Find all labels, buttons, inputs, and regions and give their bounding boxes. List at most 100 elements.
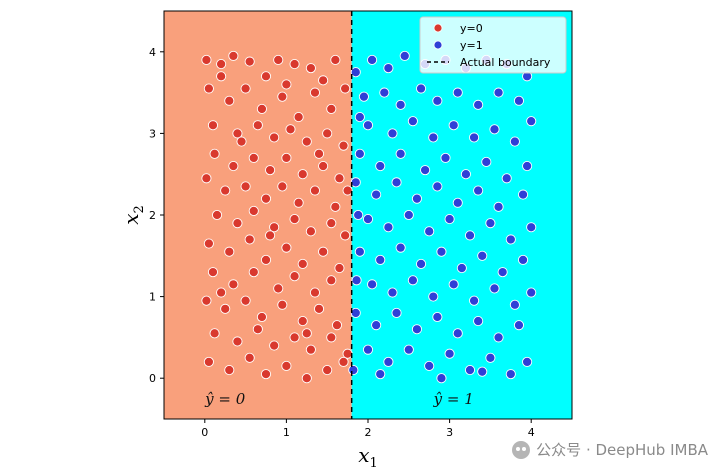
point-s1-0 [350, 67, 361, 78]
point-s0-77 [252, 324, 263, 335]
point-s0-43 [342, 185, 353, 196]
point-s0-41 [309, 185, 321, 196]
point-s0-35 [201, 173, 212, 184]
wechat-icon [512, 440, 531, 459]
point-s1-79 [473, 316, 484, 327]
point-s1-69 [469, 295, 480, 306]
point-s1-47 [383, 222, 394, 233]
point-s1-13 [415, 83, 427, 94]
point-s0-50 [326, 218, 337, 229]
point-s0-12 [240, 83, 251, 94]
point-s1-81 [513, 320, 525, 331]
y-tick-label-2: 2 [149, 209, 156, 222]
point-s1-22 [428, 132, 439, 143]
point-s0-2 [228, 50, 239, 61]
legend-marker-0 [433, 23, 443, 33]
point-s0-44 [211, 209, 223, 221]
point-s0-69 [240, 295, 251, 306]
point-s1-36 [522, 160, 533, 172]
point-s0-94 [313, 148, 325, 159]
point-s0-61 [228, 279, 239, 290]
point-s0-6 [289, 58, 300, 70]
point-s1-52 [485, 218, 496, 229]
x-tick-label-0: 0 [201, 426, 208, 439]
point-s0-52 [203, 238, 214, 249]
point-s1-51 [464, 230, 476, 241]
point-s0-4 [260, 71, 272, 82]
point-s0-58 [318, 246, 329, 257]
point-s1-84 [403, 344, 414, 355]
point-s1-93 [436, 373, 447, 384]
point-s0-71 [277, 299, 288, 310]
legend-label-1: y=1 [460, 39, 483, 52]
point-s1-25 [489, 124, 500, 135]
point-s0-46 [248, 205, 259, 216]
point-s1-10 [358, 91, 369, 102]
x-tick-label-3: 3 [446, 426, 453, 439]
point-s0-11 [224, 95, 235, 106]
y-tick-label-0: 0 [149, 372, 156, 385]
point-s1-37 [350, 177, 361, 188]
point-s1-73 [350, 307, 361, 318]
point-s0-5 [273, 54, 284, 66]
point-s0-45 [232, 218, 243, 229]
y-tick-label-3: 3 [149, 127, 156, 140]
y-tick-label-4: 4 [149, 46, 156, 59]
point-s0-64 [289, 271, 300, 282]
point-s0-49 [305, 226, 316, 237]
point-s1-94 [477, 366, 488, 377]
point-s0-76 [232, 336, 243, 347]
point-s1-21 [407, 116, 418, 127]
point-s0-33 [318, 160, 329, 172]
point-s1-92 [375, 369, 386, 380]
legend-label-0: y=0 [460, 22, 483, 35]
point-s1-42 [452, 197, 463, 208]
point-s1-39 [391, 177, 402, 188]
point-s1-78 [452, 328, 463, 339]
region-0 [164, 11, 352, 419]
point-s1-20 [387, 128, 398, 139]
point-s1-15 [452, 87, 463, 98]
point-s0-29 [248, 152, 259, 163]
point-s1-12 [395, 99, 406, 110]
point-s0-59 [334, 262, 345, 274]
point-s1-46 [362, 214, 374, 225]
y-axis-title: x2 [119, 205, 147, 225]
point-s1-80 [493, 332, 504, 343]
point-s0-70 [256, 311, 267, 323]
point-s1-68 [448, 279, 459, 290]
point-s0-24 [301, 136, 312, 147]
point-s0-20 [232, 128, 243, 139]
point-s1-19 [362, 120, 374, 131]
point-s1-44 [493, 201, 504, 212]
point-s0-16 [309, 87, 321, 98]
x-axis-ticks: 0 1 2 3 4 [201, 419, 535, 439]
point-s1-43 [473, 185, 484, 196]
point-s1-62 [497, 267, 508, 278]
region-labels: ŷ = 0 ŷ = 1 [204, 390, 474, 408]
point-s1-91 [348, 364, 359, 376]
point-s0-85 [244, 352, 255, 363]
point-s1-83 [383, 356, 394, 367]
point-s1-67 [428, 291, 439, 302]
point-s0-21 [252, 120, 263, 131]
point-s1-95 [353, 209, 364, 221]
point-s1-27 [526, 116, 537, 127]
legend: y=0 y=1 Actual boundary [419, 16, 567, 74]
point-s0-17 [326, 103, 337, 114]
point-s0-81 [326, 332, 337, 343]
point-s0-65 [309, 287, 321, 298]
point-s0-96 [265, 230, 276, 241]
point-s0-19 [207, 120, 219, 131]
watermark: 公众号 · DeepHub IMBA [512, 439, 708, 460]
legend-box [419, 16, 567, 74]
point-s1-56 [375, 254, 386, 265]
point-s1-64 [367, 279, 378, 290]
point-s1-33 [460, 169, 471, 180]
point-s1-87 [464, 364, 476, 376]
point-s1-76 [411, 324, 423, 335]
point-s0-63 [273, 283, 284, 294]
watermark-text: 公众号 · DeepHub IMBA [536, 441, 708, 459]
point-s1-59 [436, 246, 447, 257]
point-s0-30 [265, 165, 276, 176]
